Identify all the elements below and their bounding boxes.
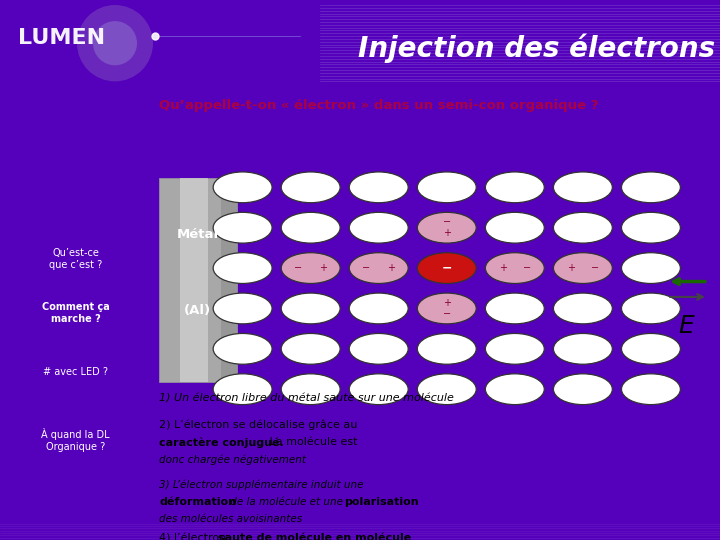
Circle shape: [93, 21, 137, 65]
Ellipse shape: [282, 172, 340, 202]
Text: −: −: [443, 309, 451, 319]
Text: +: +: [499, 263, 507, 273]
Text: polarisation: polarisation: [344, 497, 419, 507]
Text: caractère conjugué.: caractère conjugué.: [159, 437, 284, 448]
Ellipse shape: [554, 374, 612, 404]
Ellipse shape: [621, 253, 680, 284]
Ellipse shape: [485, 253, 544, 284]
Text: 2) L’électron se délocalise grâce au: 2) L’électron se délocalise grâce au: [159, 420, 358, 430]
Ellipse shape: [349, 212, 408, 243]
Bar: [159, 178, 236, 382]
Text: Qu’est-ce
que c’est ?: Qu’est-ce que c’est ?: [49, 248, 102, 269]
Ellipse shape: [485, 212, 544, 243]
Text: −: −: [362, 263, 371, 273]
Text: +: +: [567, 263, 575, 273]
Text: +: +: [443, 228, 451, 239]
Text: saute de molécule en molécule: saute de molécule en molécule: [218, 534, 412, 540]
Text: −: −: [441, 261, 452, 274]
Ellipse shape: [621, 212, 680, 243]
Text: (Al): (Al): [184, 303, 212, 316]
Text: À quand la DL
Organique ?: À quand la DL Organique ?: [41, 428, 110, 452]
Ellipse shape: [485, 293, 544, 324]
Ellipse shape: [282, 374, 340, 404]
Ellipse shape: [554, 212, 612, 243]
Ellipse shape: [554, 334, 612, 364]
Ellipse shape: [485, 172, 544, 202]
Ellipse shape: [485, 334, 544, 364]
Text: déformation: déformation: [159, 497, 236, 507]
Text: de la molécule et une: de la molécule et une: [228, 497, 346, 507]
Ellipse shape: [418, 293, 476, 324]
Ellipse shape: [213, 172, 272, 202]
Text: # avec LED ?: # avec LED ?: [43, 367, 108, 377]
Circle shape: [77, 5, 153, 82]
Ellipse shape: [282, 253, 340, 284]
Text: des molécules avoisinantes: des molécules avoisinantes: [159, 514, 302, 524]
Ellipse shape: [213, 293, 272, 324]
Text: $E$: $E$: [678, 315, 696, 338]
Ellipse shape: [349, 374, 408, 404]
Ellipse shape: [418, 212, 476, 243]
Text: Comment ça
marche ?: Comment ça marche ?: [42, 302, 109, 324]
Ellipse shape: [418, 334, 476, 364]
Text: La molécule est: La molécule est: [266, 437, 357, 447]
Ellipse shape: [554, 172, 612, 202]
Ellipse shape: [418, 374, 476, 404]
Text: LUMEN: LUMEN: [18, 28, 105, 48]
Text: −: −: [523, 263, 531, 273]
Ellipse shape: [349, 172, 408, 202]
Ellipse shape: [485, 374, 544, 404]
Text: 4) l’électron: 4) l’électron: [159, 534, 230, 540]
Ellipse shape: [621, 334, 680, 364]
Ellipse shape: [621, 293, 680, 324]
Ellipse shape: [213, 212, 272, 243]
Ellipse shape: [213, 253, 272, 284]
Text: +: +: [443, 298, 451, 308]
Ellipse shape: [213, 334, 272, 364]
Text: −: −: [591, 263, 599, 273]
Text: Qu’appelle-t-on « électron » dans un semi-con organique ?: Qu’appelle-t-on « électron » dans un sem…: [159, 99, 599, 112]
Bar: [221, 178, 236, 382]
Ellipse shape: [621, 374, 680, 404]
Ellipse shape: [418, 172, 476, 202]
Text: 3) L’électron supplémentaire induit une: 3) L’électron supplémentaire induit une: [159, 480, 364, 490]
Text: 1) Un électron libre du métal saute sur une molécule: 1) Un électron libre du métal saute sur …: [159, 393, 454, 403]
Text: donc chargée négativement: donc chargée négativement: [159, 455, 306, 465]
Text: −: −: [294, 263, 302, 273]
Text: −: −: [443, 217, 451, 227]
Text: Métal: Métal: [177, 228, 219, 241]
Text: +: +: [387, 263, 395, 273]
Ellipse shape: [349, 334, 408, 364]
Ellipse shape: [282, 334, 340, 364]
Ellipse shape: [213, 374, 272, 404]
Ellipse shape: [621, 172, 680, 202]
Bar: [180, 178, 208, 382]
Ellipse shape: [554, 253, 612, 284]
Ellipse shape: [554, 293, 612, 324]
Ellipse shape: [418, 253, 476, 284]
Ellipse shape: [282, 212, 340, 243]
Text: Injection des électrons: Injection des électrons: [358, 33, 715, 63]
Text: +: +: [319, 263, 327, 273]
Ellipse shape: [282, 293, 340, 324]
Ellipse shape: [349, 293, 408, 324]
Ellipse shape: [349, 253, 408, 284]
